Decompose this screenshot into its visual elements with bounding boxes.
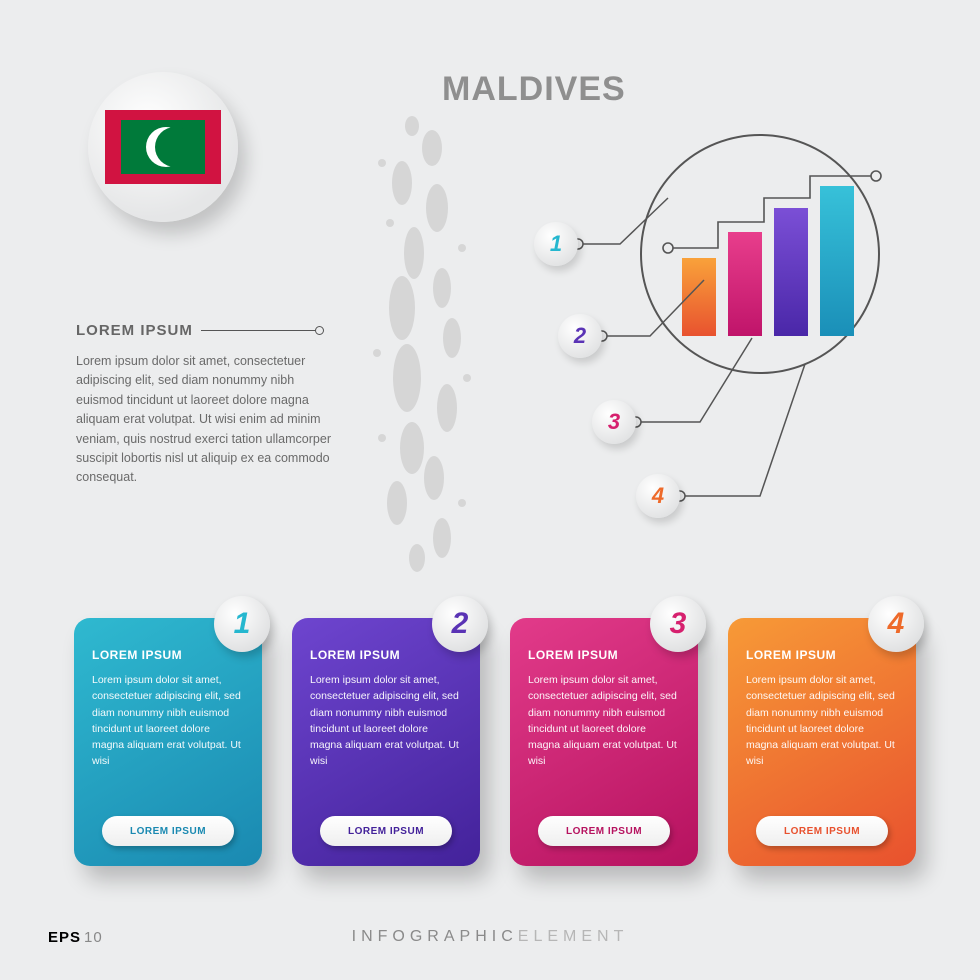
card-number-badge: 4 <box>868 596 924 652</box>
page-title: MALDIVES <box>442 70 626 109</box>
card-title: LOREM IPSUM <box>310 648 462 662</box>
heading-line <box>201 330 319 331</box>
card-button[interactable]: LOREM IPSUM <box>102 816 234 846</box>
card-button[interactable]: LOREM IPSUM <box>756 816 888 846</box>
footer-word-2: ELEMENT <box>518 928 629 945</box>
info-card-1: 1 LOREM IPSUM Lorem ipsum dolor sit amet… <box>74 618 262 866</box>
number-badge-2: 2 <box>558 314 602 358</box>
heading-dot-icon <box>315 326 324 335</box>
cards-row: 1 LOREM IPSUM Lorem ipsum dolor sit amet… <box>74 618 916 866</box>
heading-label: LOREM IPSUM <box>76 322 193 339</box>
eps-badge: EPS10 <box>48 929 103 946</box>
info-card-4: 4 LOREM IPSUM Lorem ipsum dolor sit amet… <box>728 618 916 866</box>
card-title: LOREM IPSUM <box>528 648 680 662</box>
card-body: Lorem ipsum dolor sit amet, consectetuer… <box>746 672 898 770</box>
footer-word-1: INFOGRAPHIC <box>352 928 518 945</box>
eps-number: 10 <box>84 929 103 946</box>
card-button[interactable]: LOREM IPSUM <box>538 816 670 846</box>
info-card-2: 2 LOREM IPSUM Lorem ipsum dolor sit amet… <box>292 618 480 866</box>
bar-chart <box>642 136 942 396</box>
card-title: LOREM IPSUM <box>746 648 898 662</box>
flag-crescent-icon <box>146 127 186 167</box>
card-title: LOREM IPSUM <box>92 648 244 662</box>
card-button[interactable]: LOREM IPSUM <box>320 816 452 846</box>
card-body: Lorem ipsum dolor sit amet, consectetuer… <box>310 672 462 770</box>
flag-outer-circle <box>88 72 238 222</box>
country-map-icon <box>342 108 512 578</box>
eps-label: EPS <box>48 929 81 946</box>
section-heading: LOREM IPSUM <box>76 322 319 339</box>
info-card-3: 3 LOREM IPSUM Lorem ipsum dolor sit amet… <box>510 618 698 866</box>
card-body: Lorem ipsum dolor sit amet, consectetuer… <box>92 672 244 770</box>
body-text: Lorem ipsum dolor sit amet, consectetuer… <box>76 352 336 488</box>
number-badge-1: 1 <box>534 222 578 266</box>
number-badge-4: 4 <box>636 474 680 518</box>
card-number-badge: 2 <box>432 596 488 652</box>
number-badge-3: 3 <box>592 400 636 444</box>
card-body: Lorem ipsum dolor sit amet, consectetuer… <box>528 672 680 770</box>
card-number-badge: 1 <box>214 596 270 652</box>
flag-badge <box>88 72 238 222</box>
card-number-badge: 3 <box>650 596 706 652</box>
footer-caption: INFOGRAPHICELEMENT <box>0 928 980 946</box>
chart-circle <box>640 134 880 374</box>
